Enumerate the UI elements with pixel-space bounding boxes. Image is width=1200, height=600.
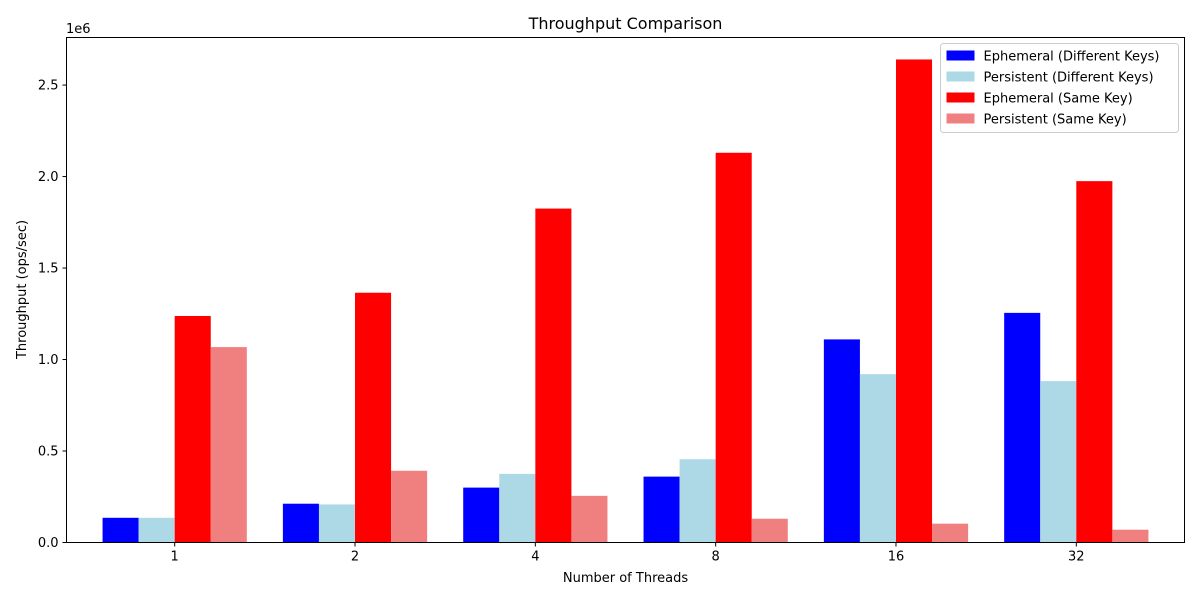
- bar-series-1-cat-0: [138, 517, 175, 543]
- plot-frame: [66, 37, 1185, 543]
- legend-swatch-3: [946, 113, 975, 124]
- legend-swatch-0: [946, 50, 975, 61]
- x-tick-label: 8: [712, 550, 720, 565]
- chart-title: Throughput Comparison: [528, 14, 723, 33]
- bar-series-1-cat-3: [679, 459, 716, 543]
- y-tick-label: 1.5: [38, 262, 59, 277]
- y-tick-label: 2.0: [38, 170, 59, 185]
- x-tick-label: 32: [1068, 550, 1085, 565]
- bar-series-3-cat-2: [571, 495, 608, 543]
- bar-series-2-cat-0: [174, 315, 211, 543]
- bar-series-3-cat-1: [391, 470, 428, 543]
- legend-label-0: Ephemeral (Different Keys): [984, 50, 1160, 65]
- x-axis-label: Number of Threads: [563, 571, 688, 586]
- x-tick-label: 16: [888, 550, 905, 565]
- bar-series-2-cat-5: [1076, 181, 1113, 543]
- legend-label-2: Ephemeral (Same Key): [984, 92, 1133, 107]
- bar-series-0-cat-3: [643, 476, 680, 543]
- legend-frame: [940, 43, 1179, 133]
- bar-series-2-cat-3: [715, 152, 752, 543]
- y-tick-label: 2.5: [38, 79, 59, 94]
- bar-series-0-cat-1: [282, 503, 319, 543]
- bar-series-1-cat-5: [1040, 381, 1077, 543]
- y-tick-label: 0.5: [38, 445, 59, 460]
- y-axis: 0.0 0.5 1.0 1.5 2.0 2.5: [38, 79, 67, 551]
- bar-series-1-cat-2: [499, 473, 536, 543]
- bar-series-0-cat-5: [1004, 312, 1041, 543]
- bar-series-0-cat-2: [463, 487, 500, 543]
- bar-series-2-cat-2: [535, 208, 572, 543]
- legend-label-1: Persistent (Different Keys): [984, 71, 1154, 86]
- bar-series-2-cat-1: [355, 292, 392, 543]
- bar-series-3-cat-4: [932, 523, 969, 543]
- x-axis: 1 2 4 8 16 32: [171, 542, 1085, 565]
- y-axis-scale-label: 1e6: [66, 22, 91, 37]
- bar-series-1-cat-4: [859, 374, 896, 543]
- x-tick-label: 4: [531, 550, 539, 565]
- legend-swatch-2: [946, 92, 975, 103]
- legend: Ephemeral (Different Keys) Persistent (Di…: [940, 43, 1179, 133]
- x-tick-label: 1: [171, 550, 179, 565]
- bar-series-0-cat-4: [823, 339, 860, 543]
- bar-series-3-cat-3: [751, 518, 788, 543]
- y-tick-label: 1.0: [38, 353, 59, 368]
- bars-group: [102, 59, 1149, 543]
- bar-series-2-cat-4: [895, 59, 933, 543]
- bar-series-1-cat-1: [318, 504, 356, 543]
- legend-label-3: Persistent (Same Key): [984, 113, 1127, 128]
- y-tick-label: 0.0: [38, 536, 59, 551]
- x-tick-label: 2: [351, 550, 359, 565]
- bar-series-0-cat-0: [102, 517, 139, 543]
- legend-swatch-1: [946, 71, 975, 82]
- bar-series-3-cat-0: [210, 347, 247, 543]
- bar-series-3-cat-5: [1112, 529, 1149, 543]
- y-axis-label: Throughput (ops/sec): [15, 220, 30, 360]
